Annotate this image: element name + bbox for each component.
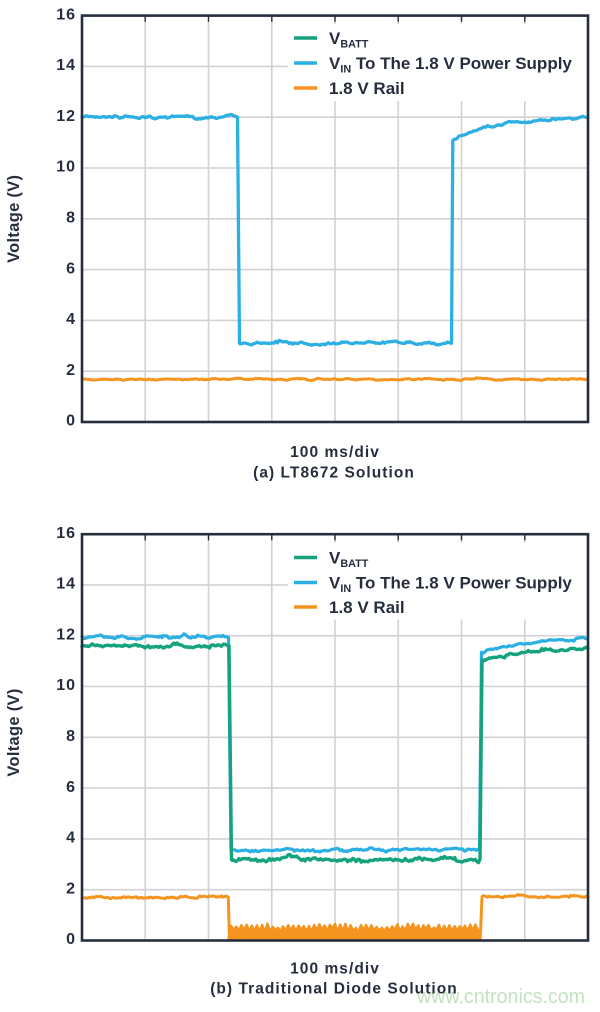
svg-text:10: 10 [56,159,76,176]
svg-text:4: 4 [66,311,76,328]
svg-text:VIN To The 1.8 V Power Supply: VIN To The 1.8 V Power Supply [329,54,572,76]
svg-text:10: 10 [56,677,76,694]
svg-text:14: 14 [56,576,76,593]
svg-text:12: 12 [56,626,76,643]
svg-text:12: 12 [56,108,76,125]
svg-text:6: 6 [66,779,76,796]
svg-text:0: 0 [66,931,76,948]
svg-text:(b) Traditional Diode Solution: (b) Traditional Diode Solution [210,981,458,998]
svg-text:www.cntronics.com: www.cntronics.com [416,986,585,1008]
svg-text:100 ms/div: 100 ms/div [290,961,380,978]
svg-text:8: 8 [66,210,76,227]
svg-text:1.8 V Rail: 1.8 V Rail [329,79,405,98]
svg-text:Voltage (V): Voltage (V) [5,175,23,263]
svg-text:1.8 V Rail: 1.8 V Rail [329,598,405,617]
svg-text:14: 14 [56,57,76,74]
svg-text:8: 8 [66,728,76,745]
svg-text:0: 0 [66,413,76,430]
svg-text:4: 4 [66,830,76,847]
svg-text:Voltage (V): Voltage (V) [5,688,23,776]
svg-text:VIN To The 1.8 V Power Supply: VIN To The 1.8 V Power Supply [329,573,572,595]
svg-text:(a) LT8672 Solution: (a) LT8672 Solution [253,465,415,482]
svg-text:6: 6 [66,260,76,277]
svg-text:2: 2 [66,362,76,379]
svg-text:100 ms/div: 100 ms/div [290,444,380,461]
svg-text:16: 16 [56,6,76,23]
svg-text:16: 16 [56,525,76,542]
svg-text:2: 2 [66,880,76,897]
